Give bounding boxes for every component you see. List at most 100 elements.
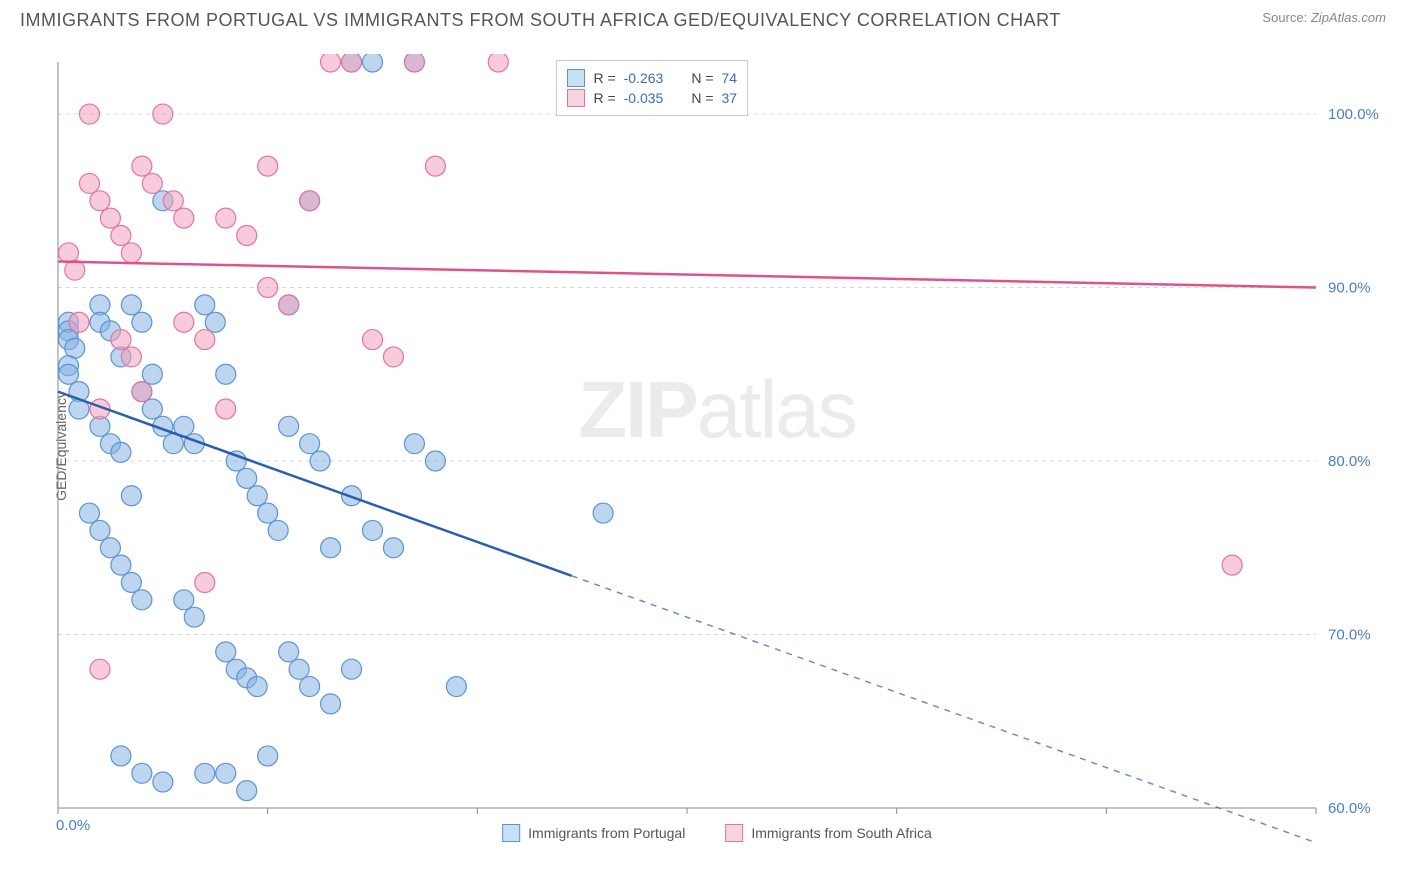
chart-area: 60.0%70.0%80.0%90.0%100.0%0.0% ZIPatlas … <box>48 54 1386 844</box>
data-point <box>279 295 299 315</box>
data-point <box>321 54 341 72</box>
data-point <box>121 572 141 592</box>
data-point <box>132 590 152 610</box>
data-point <box>300 434 320 454</box>
data-point <box>258 503 278 523</box>
data-point <box>321 538 341 558</box>
series-swatch <box>567 89 585 107</box>
data-point <box>404 434 424 454</box>
data-point <box>132 156 152 176</box>
legend-item: Immigrants from South Africa <box>725 824 932 842</box>
data-point <box>310 451 330 471</box>
data-point <box>383 538 403 558</box>
data-point <box>142 173 162 193</box>
chart-header: IMMIGRANTS FROM PORTUGAL VS IMMIGRANTS F… <box>0 0 1406 31</box>
svg-text:100.0%: 100.0% <box>1328 106 1379 123</box>
scatter-chart: 60.0%70.0%80.0%90.0%100.0%0.0% <box>48 54 1386 844</box>
svg-text:70.0%: 70.0% <box>1328 627 1371 644</box>
data-point <box>174 590 194 610</box>
data-point <box>142 399 162 419</box>
data-point <box>383 347 403 367</box>
legend-label: Immigrants from South Africa <box>751 825 932 841</box>
data-point <box>289 659 309 679</box>
data-point <box>195 330 215 350</box>
data-point <box>90 659 110 679</box>
data-point <box>142 364 162 384</box>
data-point <box>425 451 445 471</box>
trend-line-dashed <box>572 576 1316 843</box>
data-point <box>69 312 89 332</box>
data-point <box>342 659 362 679</box>
data-point <box>174 312 194 332</box>
data-point <box>237 468 257 488</box>
data-point <box>363 520 383 540</box>
r-label: R = <box>593 70 615 86</box>
data-point <box>132 382 152 402</box>
data-point <box>58 364 78 384</box>
data-point <box>111 555 131 575</box>
data-point <box>446 677 466 697</box>
data-point <box>268 520 288 540</box>
data-point <box>363 330 383 350</box>
data-point <box>363 54 383 72</box>
data-point <box>342 54 362 72</box>
chart-source: Source: ZipAtlas.com <box>1262 10 1386 25</box>
source-label: Source: <box>1262 10 1307 25</box>
data-point <box>321 694 341 714</box>
data-point <box>258 156 278 176</box>
data-point <box>1222 555 1242 575</box>
data-point <box>79 173 99 193</box>
data-point <box>593 503 613 523</box>
r-value: -0.263 <box>624 70 664 86</box>
source-value: ZipAtlas.com <box>1311 10 1386 25</box>
data-point <box>90 520 110 540</box>
data-point <box>111 442 131 462</box>
data-point <box>195 763 215 783</box>
data-point <box>247 677 267 697</box>
data-point <box>174 208 194 228</box>
data-point <box>153 772 173 792</box>
chart-title: IMMIGRANTS FROM PORTUGAL VS IMMIGRANTS F… <box>20 10 1061 31</box>
legend-label: Immigrants from Portugal <box>528 825 685 841</box>
series-legend: Immigrants from Portugal Immigrants from … <box>502 824 932 842</box>
data-point <box>79 503 99 523</box>
trend-line-solid <box>58 262 1316 288</box>
data-point <box>100 538 120 558</box>
data-point <box>404 54 424 72</box>
data-point <box>195 295 215 315</box>
data-point <box>279 416 299 436</box>
series-swatch <box>567 69 585 87</box>
data-point <box>195 572 215 592</box>
trend-line-solid <box>58 392 572 576</box>
data-point <box>258 746 278 766</box>
data-point <box>111 225 131 245</box>
data-point <box>111 746 131 766</box>
svg-text:0.0%: 0.0% <box>56 817 90 834</box>
data-point <box>425 156 445 176</box>
legend-item: Immigrants from Portugal <box>502 824 685 842</box>
data-point <box>488 54 508 72</box>
r-value: -0.035 <box>624 90 664 106</box>
data-point <box>163 191 183 211</box>
svg-text:80.0%: 80.0% <box>1328 453 1371 470</box>
stats-row: R = -0.263 N = 74 <box>567 69 737 87</box>
data-point <box>121 243 141 263</box>
data-point <box>237 225 257 245</box>
data-point <box>153 104 173 124</box>
data-point <box>100 208 120 228</box>
data-point <box>132 312 152 332</box>
n-value: 74 <box>722 70 738 86</box>
data-point <box>121 347 141 367</box>
data-point <box>216 399 236 419</box>
data-point <box>300 191 320 211</box>
data-point <box>279 642 299 662</box>
data-point <box>216 364 236 384</box>
data-point <box>121 295 141 315</box>
data-point <box>216 642 236 662</box>
data-point <box>184 607 204 627</box>
n-value: 37 <box>722 90 738 106</box>
data-point <box>300 677 320 697</box>
data-point <box>237 781 257 801</box>
data-point <box>216 208 236 228</box>
n-label: N = <box>691 70 713 86</box>
